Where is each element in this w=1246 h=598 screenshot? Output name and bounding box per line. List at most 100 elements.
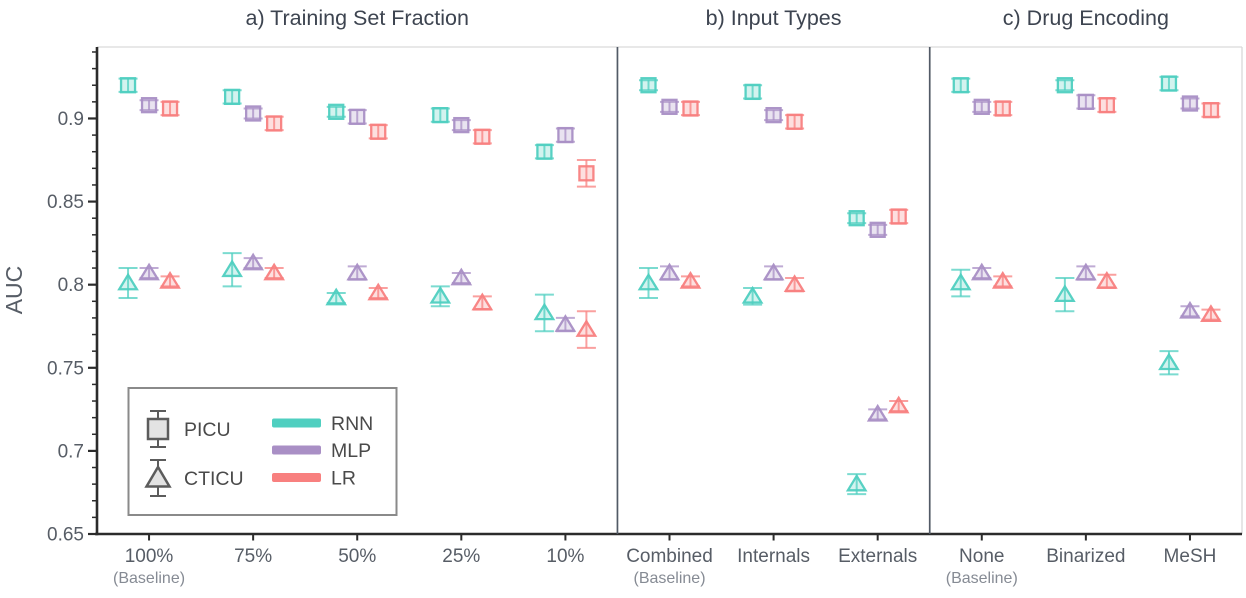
triangle-marker	[1054, 284, 1076, 303]
legend-box	[127, 387, 398, 516]
data-point	[118, 77, 138, 94]
panel-title: b) Input Types	[706, 6, 842, 30]
data-point	[866, 403, 889, 422]
data-point	[160, 100, 180, 117]
data-point	[325, 287, 348, 306]
legend-triangle-marker	[144, 464, 172, 488]
triangle-marker	[450, 267, 473, 286]
triangle-marker	[866, 403, 889, 422]
triangle-marker	[1096, 270, 1118, 289]
data-point	[472, 128, 492, 145]
square-marker	[1202, 102, 1220, 119]
square-marker	[848, 210, 865, 227]
data-point	[1097, 97, 1117, 114]
triangle-marker	[533, 302, 556, 321]
data-point	[1075, 262, 1097, 281]
data-point	[367, 282, 390, 301]
data-point	[743, 83, 763, 101]
data-point	[346, 262, 369, 281]
x-tick-sublabel: (Baseline)	[633, 570, 705, 587]
data-point	[575, 310, 598, 349]
square-marker	[1160, 75, 1178, 92]
data-point	[762, 262, 785, 281]
triangle-marker	[887, 395, 910, 414]
data-point	[660, 98, 679, 115]
data-point	[847, 210, 867, 227]
data-point	[139, 97, 159, 114]
y-tick-label: 0.8	[58, 275, 84, 296]
data-point	[159, 270, 181, 289]
triangle-marker	[762, 262, 785, 281]
data-point	[639, 77, 658, 94]
data-point	[429, 285, 452, 308]
y-tick-label: 0.75	[47, 358, 84, 379]
triangle-marker	[1179, 300, 1201, 319]
x-tick-label: None	[959, 546, 1004, 567]
data-point	[263, 262, 285, 281]
legend-cohort-label: PICU	[184, 419, 231, 441]
triangle-marker	[367, 282, 390, 301]
x-tick-label: 10%	[546, 546, 584, 567]
data-point	[785, 113, 805, 130]
square-marker	[265, 115, 283, 132]
triangle-marker	[159, 270, 181, 289]
triangle-marker	[242, 252, 264, 271]
square-marker	[765, 106, 782, 124]
data-point	[845, 473, 868, 496]
square-marker	[557, 126, 574, 144]
y-tick-label: 0.65	[47, 525, 84, 546]
square-marker	[890, 208, 907, 225]
square-marker	[223, 88, 241, 106]
data-point	[1180, 95, 1200, 112]
triangle-marker	[1200, 304, 1222, 322]
square-marker	[973, 98, 990, 115]
triangle-marker	[991, 270, 1014, 289]
data-point	[951, 77, 971, 94]
square-marker	[140, 97, 158, 114]
triangle-marker	[1158, 352, 1180, 371]
data-point	[889, 208, 909, 225]
triangle-marker	[741, 285, 764, 304]
square-marker	[640, 77, 657, 94]
triangle-marker	[949, 272, 972, 291]
data-point	[138, 262, 160, 281]
square-marker	[474, 128, 491, 145]
data-point	[1158, 350, 1180, 376]
x-tick-label: 25%	[442, 546, 480, 567]
data-point	[368, 123, 388, 140]
square-marker	[994, 100, 1011, 117]
data-point	[347, 108, 367, 125]
data-point	[1076, 93, 1096, 110]
data-point	[450, 267, 473, 286]
data-point	[1055, 77, 1075, 94]
data-point	[783, 274, 806, 293]
data-point	[264, 115, 284, 132]
square-marker	[244, 105, 262, 122]
y-tick-label: 0.85	[47, 192, 84, 213]
data-point	[741, 285, 764, 306]
data-point	[471, 292, 494, 311]
triangle-marker	[325, 287, 348, 306]
data-point	[222, 88, 242, 106]
legend-series-label: RNN	[331, 413, 373, 435]
data-point	[555, 126, 575, 144]
square-marker	[161, 100, 179, 117]
legend-series-label: LR	[331, 468, 356, 490]
panel-title: c) Drug Encoding	[1003, 6, 1169, 30]
data-point	[1054, 277, 1076, 313]
square-marker	[1181, 95, 1199, 112]
square-marker	[744, 83, 761, 101]
triangle-marker	[221, 259, 243, 278]
x-tick-label: 75%	[234, 546, 272, 567]
square-marker	[661, 98, 678, 115]
square-marker	[119, 77, 137, 94]
legend-cohort-item	[144, 459, 172, 497]
data-point	[679, 270, 702, 289]
data-point	[949, 268, 972, 298]
square-marker	[869, 221, 886, 238]
triangle-marker	[637, 272, 660, 291]
square-marker	[349, 108, 366, 125]
square-marker	[682, 100, 699, 117]
